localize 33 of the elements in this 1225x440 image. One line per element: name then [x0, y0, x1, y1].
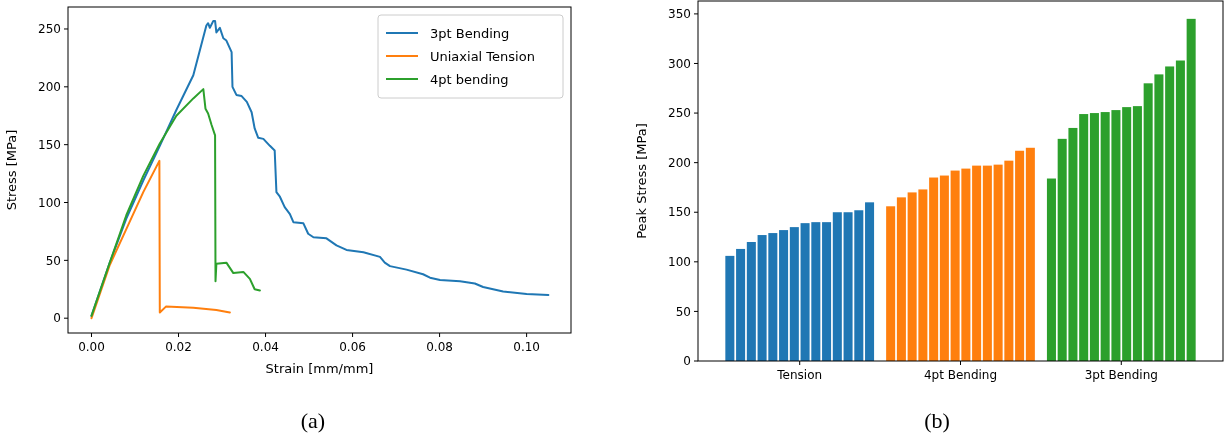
x-tick-label: 0.06 [339, 340, 366, 354]
x-axis-title: Strain [mm/mm] [265, 361, 374, 376]
x-tick-label: 0.00 [78, 340, 105, 354]
x-tick-label: Tension [776, 368, 823, 382]
line-series [90, 88, 261, 317]
x-tick-label: 4pt Bending [923, 368, 998, 382]
y-axis-title: Stress [MPa] [4, 129, 19, 211]
text: (b) [924, 408, 950, 433]
legend-label: 3pt Bending [430, 25, 510, 41]
x-tick-label: 0.04 [252, 340, 279, 354]
y-tick-label: 250 [668, 106, 691, 121]
y-tick-label: 100 [38, 195, 61, 210]
y-tick-label: 50 [675, 304, 691, 319]
y-tick-label: 150 [38, 137, 61, 152]
y-tick-label: 350 [668, 7, 691, 22]
line-series [90, 159, 231, 320]
y-axis-title: Peak Stress [MPa] [634, 123, 649, 239]
x-tick-label: 0.02 [165, 340, 192, 354]
y-tick-label: 150 [668, 205, 691, 220]
legend-label: Uniaxial Tension [430, 48, 535, 64]
x-tick-label: 3pt Bending [1084, 368, 1158, 382]
legend-label: 4pt bending [430, 71, 509, 87]
y-tick-label: 300 [668, 56, 691, 71]
y-tick-label: 250 [38, 22, 61, 37]
y-tick-label: 0 [53, 311, 61, 326]
y-tick-label: 50 [45, 253, 61, 268]
y-tick-label: 200 [38, 80, 61, 95]
text: (a) [300, 408, 326, 433]
x-tick-label: 0.08 [426, 340, 453, 354]
y-tick-label: 200 [668, 155, 691, 170]
y-tick-label: 0 [683, 354, 691, 369]
x-tick-label: 0.10 [513, 340, 540, 354]
y-tick-label: 100 [668, 255, 691, 270]
